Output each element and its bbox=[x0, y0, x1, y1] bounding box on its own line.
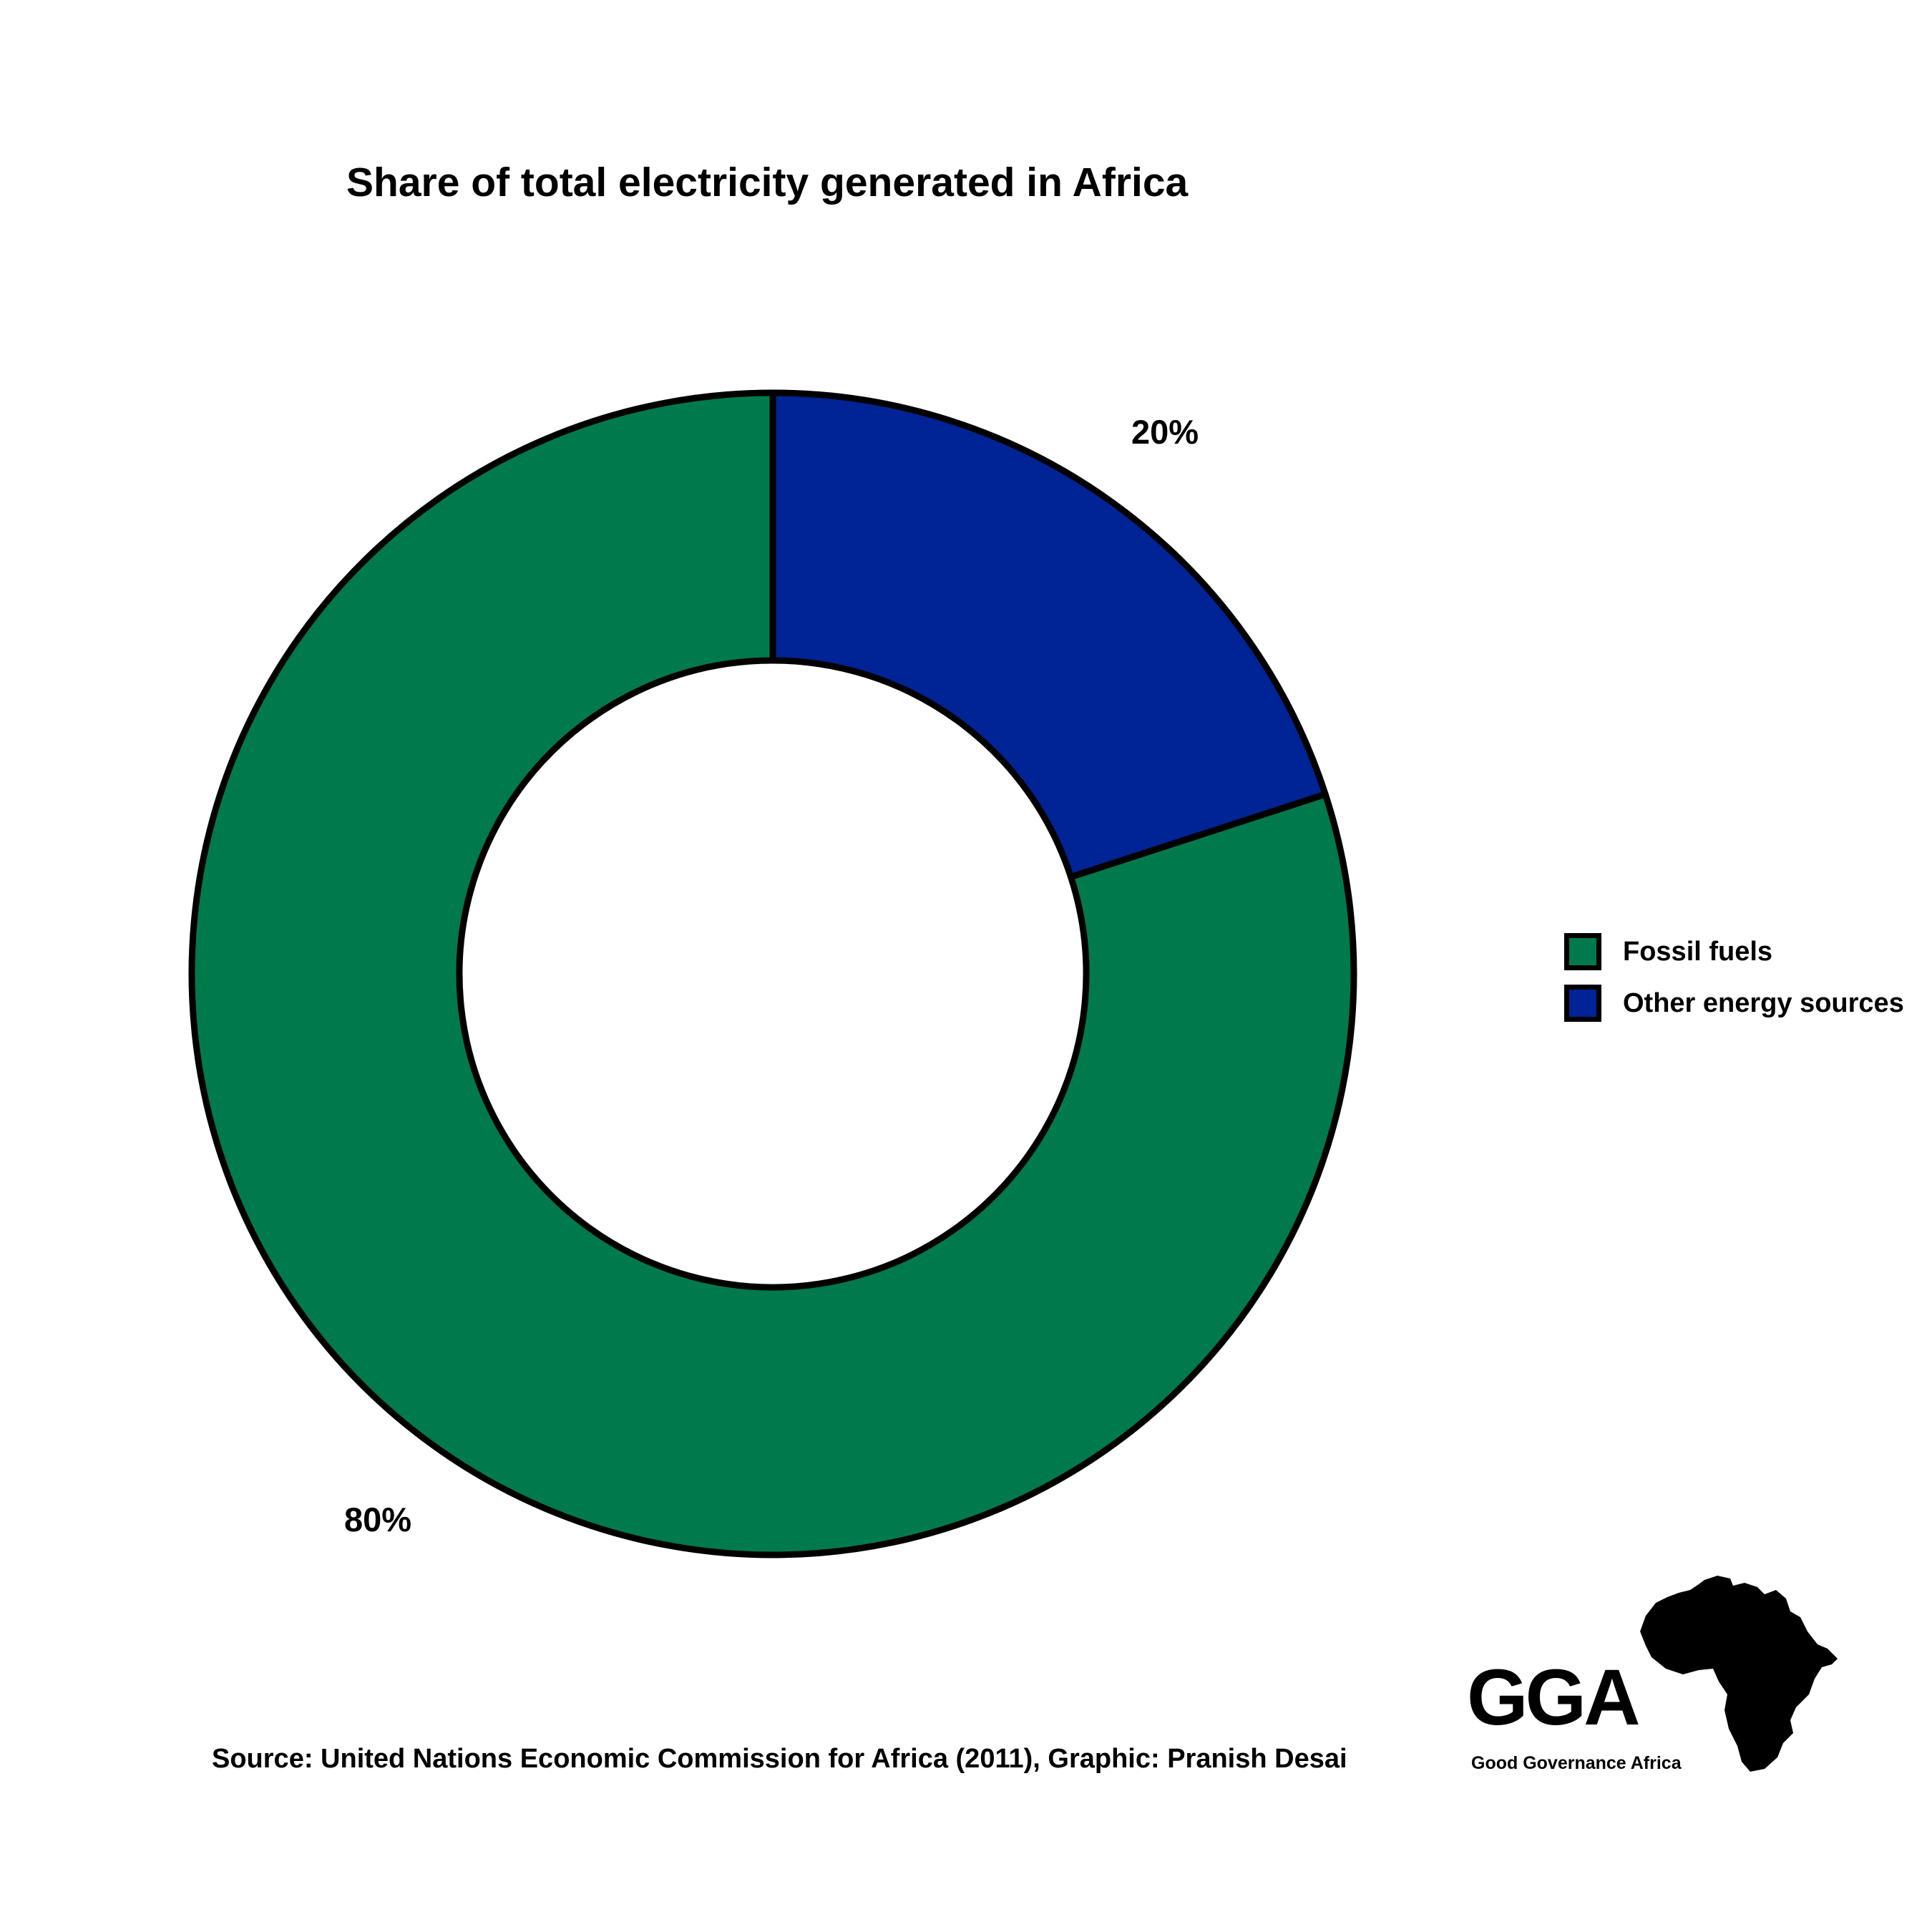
legend-item-fossil-fuels: Fossil fuels bbox=[1564, 926, 1904, 977]
legend-label-other-energy-sources: Other energy sources bbox=[1623, 987, 1904, 1018]
legend-label-fossil-fuels: Fossil fuels bbox=[1623, 936, 1773, 967]
slice-label-other-energy-sources: 20% bbox=[1131, 413, 1199, 451]
logo-subtitle: Good Governance Africa bbox=[1471, 1753, 1682, 1773]
source-note: Source: United Nations Economic Commissi… bbox=[212, 1744, 1347, 1774]
chart-title: Share of total electricity generated in … bbox=[346, 160, 1189, 205]
legend: Fossil fuels Other energy sources bbox=[1564, 926, 1904, 1029]
slice-label-fossil-fuels: 80% bbox=[344, 1501, 411, 1538]
legend-item-other-energy-sources: Other energy sources bbox=[1564, 977, 1904, 1029]
slice-other-energy-sources bbox=[769, 389, 1329, 881]
logo-wordmark: GGA bbox=[1467, 1654, 1641, 1742]
gga-logo: GGA Good Governance Africa bbox=[1467, 1574, 1839, 1796]
legend-swatch-fossil-fuels bbox=[1564, 933, 1601, 970]
slice-fossil-fuels bbox=[188, 389, 1357, 1558]
legend-swatch-other-energy-sources bbox=[1564, 985, 1601, 1022]
africa-map-icon bbox=[1640, 1576, 1838, 1772]
